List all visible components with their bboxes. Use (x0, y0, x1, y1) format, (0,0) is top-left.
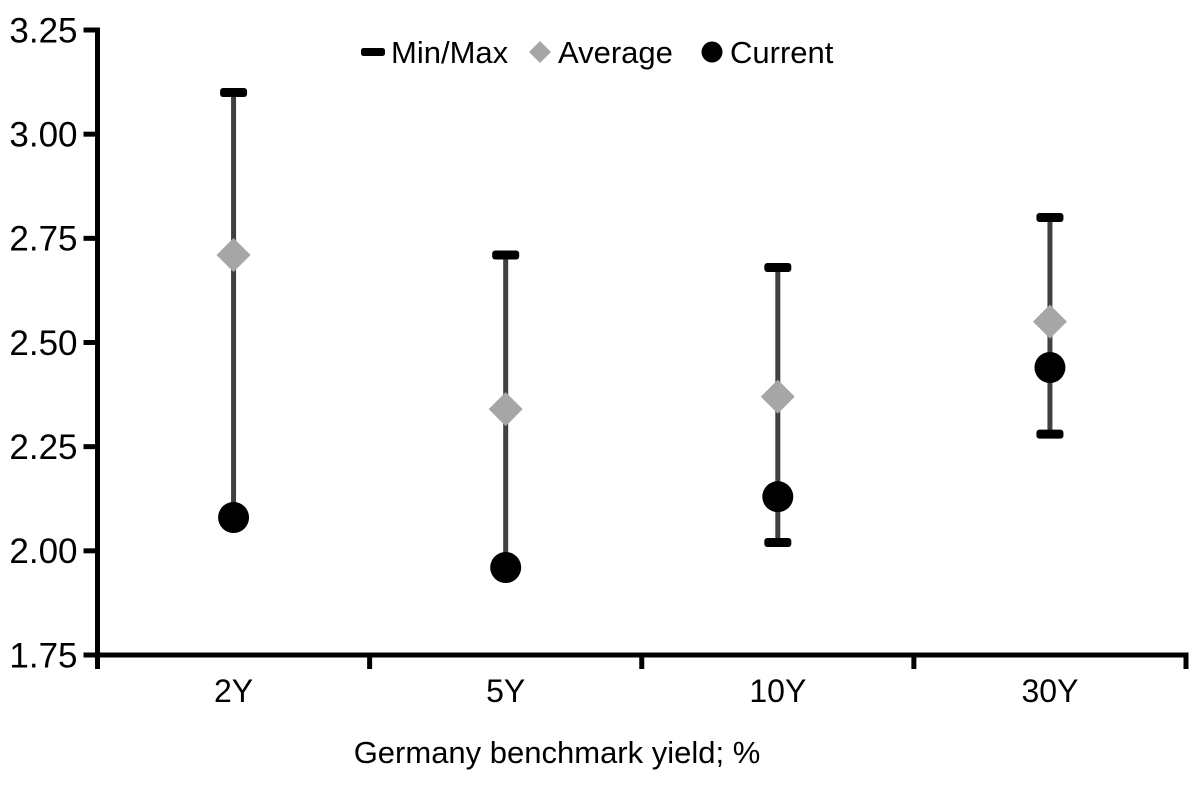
x-axis-title: Germany benchmark yield; % (354, 735, 761, 770)
max-cap-marker (220, 88, 248, 97)
x-category-label: 2Y (214, 673, 253, 709)
average-diamond-marker (760, 379, 795, 414)
current-circle-marker (762, 481, 794, 513)
min-cap-marker (1036, 429, 1064, 439)
average-diamond-marker (488, 392, 523, 427)
chart-legend: Min/Max Average Current (361, 35, 834, 70)
minmax-dash-icon (361, 48, 385, 56)
legend-item: Current (701, 35, 834, 70)
y-axis-tick-label: 2.50 (9, 324, 77, 363)
legend-item-label: Average (558, 35, 673, 70)
y-axis-tick-label: 2.75 (9, 220, 77, 259)
legend-item-label: Min/Max (391, 35, 509, 70)
max-cap-marker (764, 263, 792, 272)
current-circle-marker (1034, 352, 1066, 383)
y-axis-tick-label: 2.25 (9, 428, 77, 467)
x-category-label: 5Y (486, 673, 525, 709)
average-diamond-icon (529, 41, 551, 63)
chart-axes: 3.25 3.00 2.75 2.50 2.25 2.00 1.75 2Y 5Y 10Y 30Y (9, 11, 1189, 709)
chart-series (216, 88, 1067, 583)
legend-item: Average (529, 35, 673, 70)
x-category-label: 10Y (749, 673, 806, 709)
min-cap-marker (764, 538, 792, 547)
current-circle-marker (218, 502, 250, 533)
y-axis-tick-label: 3.00 (9, 115, 77, 154)
max-cap-marker (1036, 213, 1064, 222)
legend-item-label: Current (730, 35, 834, 70)
y-axis-tick-label: 3.25 (9, 11, 77, 50)
legend-item: Min/Max (361, 35, 509, 70)
max-cap-marker (492, 250, 520, 260)
y-axis-tick-label: 2.00 (9, 532, 77, 571)
average-diamond-marker (216, 238, 251, 272)
current-circle-icon (701, 41, 723, 63)
y-axis-tick-label: 1.75 (9, 636, 77, 675)
average-diamond-marker (1032, 304, 1067, 339)
x-category-label: 30Y (1021, 673, 1078, 709)
current-circle-marker (490, 552, 522, 583)
